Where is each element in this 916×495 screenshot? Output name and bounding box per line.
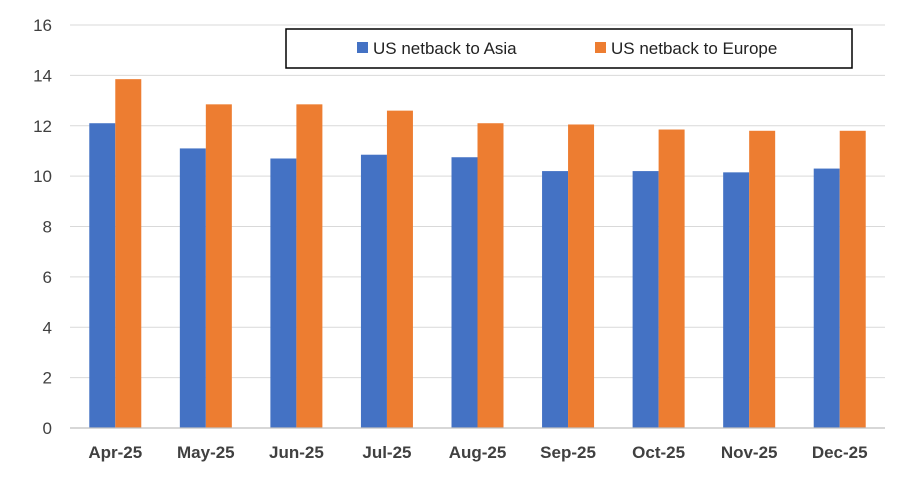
x-tick-label-Dec-25: Dec-25 [812,443,868,462]
bar-asia-Jun-25 [270,158,297,428]
bar-europe-Apr-25 [115,79,142,428]
y-tick-label-0: 0 [43,419,52,438]
y-tick-label-6: 6 [43,268,52,287]
legend-box [285,28,853,69]
bar-europe-May-25 [205,104,232,428]
x-tick-label-Nov-25: Nov-25 [721,443,778,462]
bars [89,79,866,428]
y-tick-label-16: 16 [33,16,52,35]
y-tick-label-4: 4 [43,318,52,337]
bar-asia-Sep-25 [542,171,569,428]
x-tick-label-Jun-25: Jun-25 [269,443,324,462]
x-tick-label-Aug-25: Aug-25 [449,443,507,462]
bar-asia-Apr-25 [89,123,116,428]
legend-swatch-europe [595,42,606,53]
bar-europe-Dec-25 [839,130,866,428]
x-axis-ticks: Apr-25 May-25 Jun-25 Jul-25 Aug-25 Sep-25 Oct-… [88,443,867,462]
bar-europe-Aug-25 [477,123,504,428]
y-tick-label-10: 10 [33,167,52,186]
bar-europe-Sep-25 [568,124,595,428]
legend-label-asia: US netback to Asia [373,39,517,58]
x-tick-label-May-25: May-25 [177,443,235,462]
bar-europe-Nov-25 [749,130,776,428]
bar-asia-May-25 [179,148,206,428]
bar-asia-Oct-25 [632,171,659,428]
bar-asia-Jul-25 [360,154,387,428]
x-tick-label-Sep-25: Sep-25 [540,443,596,462]
x-tick-label-Jul-25: Jul-25 [362,443,411,462]
bar-asia-Nov-25 [723,172,750,428]
y-tick-label-8: 8 [43,218,52,237]
bar-europe-Jun-25 [296,104,323,428]
x-tick-label-Apr-25: Apr-25 [88,443,142,462]
bar-asia-Dec-25 [813,168,840,428]
legend: US netback to Asia US netback to Europe [285,28,853,69]
y-axis-ticks: 0 2 4 6 8 10 12 14 16 [33,16,52,438]
y-tick-label-14: 14 [33,66,52,85]
y-tick-label-12: 12 [33,117,52,136]
bar-europe-Oct-25 [658,129,685,428]
legend-swatch-asia [357,42,368,53]
y-tick-label-2: 2 [43,369,52,388]
bar-europe-Jul-25 [386,110,413,428]
legend-label-europe: US netback to Europe [611,39,777,58]
x-tick-label-Oct-25: Oct-25 [632,443,685,462]
bar-asia-Aug-25 [451,157,478,428]
